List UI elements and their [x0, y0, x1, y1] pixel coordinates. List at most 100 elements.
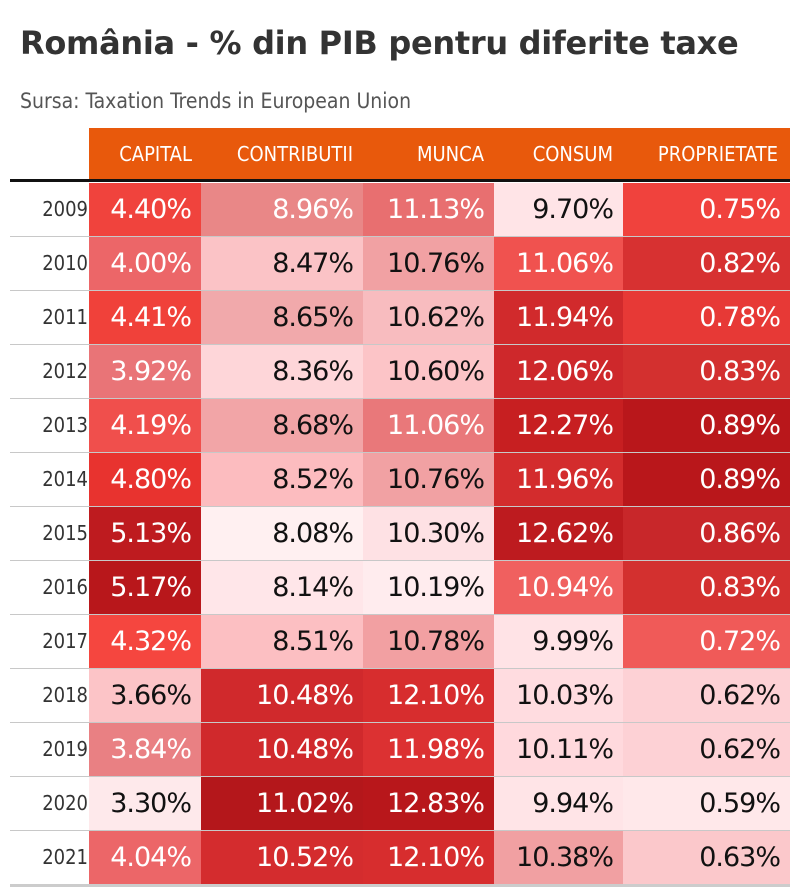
- table-cell-capital: 4.80%: [89, 453, 201, 506]
- row-divider: [10, 236, 790, 237]
- row-year-label: 2013: [42, 413, 88, 437]
- row-year-label: 2012: [42, 359, 88, 383]
- table-cell-consum: 10.94%: [494, 561, 623, 614]
- table-cell-contributii: 8.52%: [201, 453, 363, 506]
- row-divider: [10, 560, 790, 561]
- table-cell-consum: 9.70%: [494, 183, 623, 236]
- table-cell-contributii: 8.51%: [201, 615, 363, 668]
- table-cell-munca: 12.83%: [363, 777, 494, 830]
- table-cell-capital: 5.17%: [89, 561, 201, 614]
- row-year-label: 2018: [42, 683, 88, 707]
- row-year-label: 2021: [42, 845, 88, 869]
- table-cell-contributii: 8.96%: [201, 183, 363, 236]
- table-cell-contributii: 11.02%: [201, 777, 363, 830]
- row-divider: [10, 506, 790, 507]
- table-cell-munca: 12.10%: [363, 831, 494, 884]
- table-cell-munca: 10.78%: [363, 615, 494, 668]
- table-cell-contributii: 10.48%: [201, 669, 363, 722]
- table-cell-proprietate: 0.62%: [623, 669, 790, 722]
- table-cell-consum: 11.06%: [494, 237, 623, 290]
- table-cell-proprietate: 0.83%: [623, 561, 790, 614]
- row-year-label: 2020: [42, 791, 88, 815]
- row-divider: [10, 668, 790, 669]
- table-cell-proprietate: 0.59%: [623, 777, 790, 830]
- table-cell-capital: 4.32%: [89, 615, 201, 668]
- table-cell-consum: 11.94%: [494, 291, 623, 344]
- table-cell-munca: 10.19%: [363, 561, 494, 614]
- table-cell-consum: 12.06%: [494, 345, 623, 398]
- table-cell-proprietate: 0.62%: [623, 723, 790, 776]
- column-header-munca: MUNCA: [416, 142, 484, 166]
- table-cell-proprietate: 0.75%: [623, 183, 790, 236]
- table-cell-proprietate: 0.86%: [623, 507, 790, 560]
- table-cell-contributii: 8.47%: [201, 237, 363, 290]
- column-header-proprietate: PROPRIETATE: [657, 142, 778, 166]
- table-cell-proprietate: 0.83%: [623, 345, 790, 398]
- table-cell-contributii: 10.48%: [201, 723, 363, 776]
- table-cell-contributii: 8.14%: [201, 561, 363, 614]
- row-year-label: 2014: [42, 467, 88, 491]
- table-cell-proprietate: 0.89%: [623, 399, 790, 452]
- table-cell-capital: 4.19%: [89, 399, 201, 452]
- table-cell-capital: 3.66%: [89, 669, 201, 722]
- column-header-capital: CAPITAL: [119, 142, 192, 166]
- row-divider: [10, 398, 790, 399]
- table-cell-capital: 3.84%: [89, 723, 201, 776]
- row-divider: [10, 452, 790, 453]
- row-year-label: 2015: [42, 521, 88, 545]
- table-cell-munca: 11.13%: [363, 183, 494, 236]
- row-divider: [10, 290, 790, 291]
- table-cell-capital: 4.04%: [89, 831, 201, 884]
- row-year-label: 2016: [42, 575, 88, 599]
- table-cell-contributii: 8.36%: [201, 345, 363, 398]
- table-cell-consum: 11.96%: [494, 453, 623, 506]
- table-cell-proprietate: 0.78%: [623, 291, 790, 344]
- table-cell-munca: 10.76%: [363, 237, 494, 290]
- table-cell-proprietate: 0.82%: [623, 237, 790, 290]
- row-divider: [10, 722, 790, 723]
- table-cell-consum: 9.99%: [494, 615, 623, 668]
- column-header-consum: CONSUM: [532, 142, 613, 166]
- table-cell-munca: 10.76%: [363, 453, 494, 506]
- table-cell-capital: 5.13%: [89, 507, 201, 560]
- table-cell-consum: 10.03%: [494, 669, 623, 722]
- table-cell-contributii: 10.52%: [201, 831, 363, 884]
- row-year-label: 2010: [42, 251, 88, 275]
- table-bottom-rule: [10, 884, 790, 887]
- table-cell-capital: 4.40%: [89, 183, 201, 236]
- chart-title: România - % din PIB pentru diferite taxe: [20, 24, 739, 62]
- table-cell-proprietate: 0.89%: [623, 453, 790, 506]
- row-divider: [10, 776, 790, 777]
- table-cell-munca: 10.60%: [363, 345, 494, 398]
- table-cell-capital: 4.41%: [89, 291, 201, 344]
- table-header-rule: [10, 179, 790, 182]
- table-cell-consum: 10.38%: [494, 831, 623, 884]
- table-cell-proprietate: 0.63%: [623, 831, 790, 884]
- table-cell-capital: 4.00%: [89, 237, 201, 290]
- table-cell-consum: 12.27%: [494, 399, 623, 452]
- table-cell-capital: 3.30%: [89, 777, 201, 830]
- table-cell-contributii: 8.08%: [201, 507, 363, 560]
- table-cell-capital: 3.92%: [89, 345, 201, 398]
- table-cell-proprietate: 0.72%: [623, 615, 790, 668]
- table-cell-consum: 9.94%: [494, 777, 623, 830]
- table-cell-contributii: 8.65%: [201, 291, 363, 344]
- table-cell-contributii: 8.68%: [201, 399, 363, 452]
- table-cell-munca: 12.10%: [363, 669, 494, 722]
- column-header-contributii: CONTRIBUTII: [236, 142, 353, 166]
- table-cell-consum: 10.11%: [494, 723, 623, 776]
- row-divider: [10, 830, 790, 831]
- row-year-label: 2017: [42, 629, 88, 653]
- table-cell-consum: 12.62%: [494, 507, 623, 560]
- row-year-label: 2019: [42, 737, 88, 761]
- row-divider: [10, 614, 790, 615]
- chart-subtitle: Sursa: Taxation Trends in European Union: [20, 89, 412, 113]
- row-year-label: 2011: [42, 305, 88, 329]
- table-cell-munca: 10.30%: [363, 507, 494, 560]
- table-cell-munca: 10.62%: [363, 291, 494, 344]
- row-year-label: 2009: [42, 197, 88, 221]
- row-divider: [10, 344, 790, 345]
- table-header-background: [89, 128, 790, 180]
- table-cell-munca: 11.98%: [363, 723, 494, 776]
- table-cell-munca: 11.06%: [363, 399, 494, 452]
